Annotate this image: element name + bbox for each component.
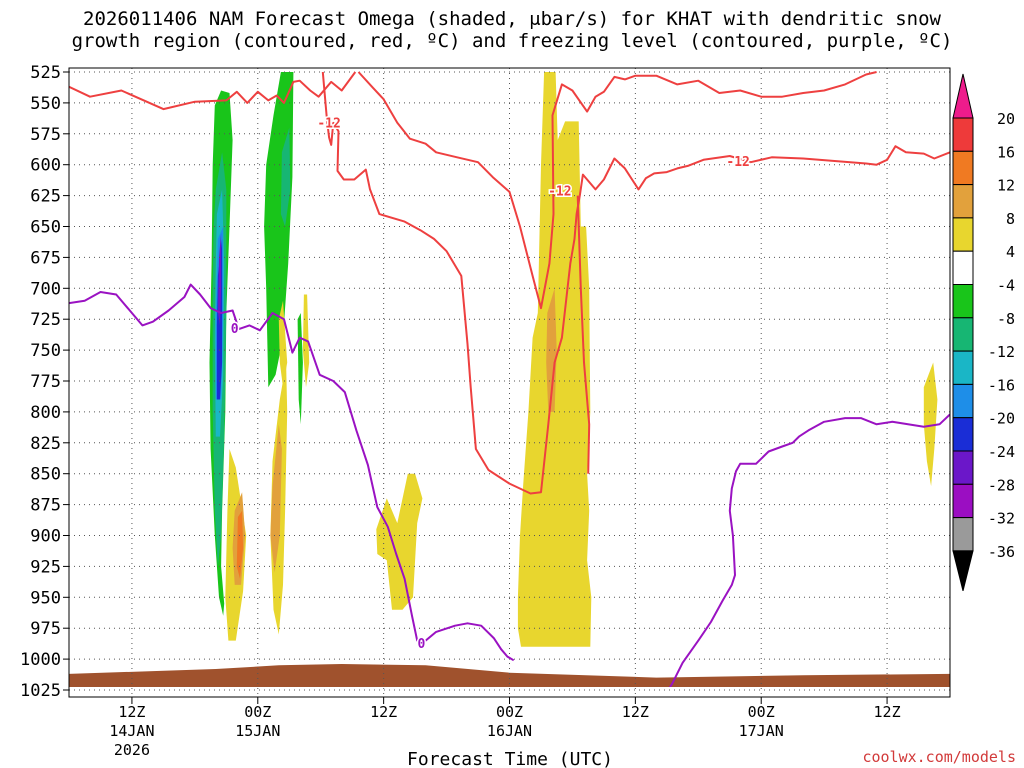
- dgz-contour-label: -12: [548, 185, 571, 200]
- y-tick-label: 900: [30, 527, 61, 547]
- y-tick-label: 850: [30, 465, 61, 485]
- colorbar: 20 16 12 8 4 -4 -8 -12 -16 -20 -24 -28 -32 -36: [952, 73, 1015, 592]
- y-tick-label: 700: [30, 279, 61, 299]
- dgz-contour-label: -12: [317, 117, 340, 132]
- x-tick-label: 00Z: [496, 703, 523, 721]
- chart-title: 2026011406 NAM Forecast Omega (shaded, μ…: [0, 8, 1024, 52]
- x-tick-year: 2026: [114, 741, 150, 759]
- y-tick-label: 600: [30, 156, 61, 176]
- omega-region: [280, 127, 291, 227]
- y-tick-label: 550: [30, 94, 61, 114]
- omega-region: [376, 473, 423, 610]
- y-tick-label: 525: [30, 63, 61, 83]
- colorbar-swatch: [952, 450, 974, 485]
- colorbar-swatch: [952, 350, 974, 385]
- colorbar-swatch: [952, 284, 974, 319]
- colorbar-label: 16: [997, 143, 1015, 161]
- colorbar-label: -8: [997, 310, 1015, 328]
- x-tick-date: 17JAN: [739, 722, 784, 740]
- colorbar-swatch: [952, 317, 974, 352]
- y-tick-label: 1000: [20, 650, 61, 670]
- colorbar-swatch: [952, 250, 974, 285]
- contour-layer: [69, 71, 950, 687]
- colorbar-label: -36: [988, 543, 1015, 561]
- axes: 525 550 575 600 625 650 675 700 725 750 775 800 825 8…: [20, 63, 901, 759]
- omega-region: [217, 232, 222, 326]
- y-tick-label: 775: [30, 372, 61, 392]
- dgz-contour-label: -12: [726, 155, 749, 170]
- y-tick-label: 925: [30, 557, 61, 577]
- y-tick-label: 975: [30, 619, 61, 639]
- colorbar-bottom-arrow: [952, 550, 974, 592]
- watermark: coolwx.com/models: [862, 748, 1016, 766]
- x-tick-label: 00Z: [748, 703, 775, 721]
- x-tick-label: 12Z: [118, 703, 145, 721]
- omega-region: [297, 313, 303, 425]
- colorbar-label: -12: [988, 343, 1015, 361]
- colorbar-label: -32: [988, 510, 1015, 528]
- colorbar-swatch: [952, 417, 974, 452]
- colorbar-label: -20: [988, 410, 1015, 428]
- dgz-contour: [321, 71, 950, 495]
- dgz-contour: [576, 195, 591, 474]
- colorbar-label: -28: [988, 476, 1015, 494]
- dgz-contour: [69, 71, 357, 111]
- plot-frame: [68, 67, 951, 698]
- y-tick-label: 650: [30, 218, 61, 238]
- y-tick-label: 675: [30, 248, 61, 268]
- colorbar-label: -4: [997, 277, 1015, 295]
- x-tick-date: 14JAN: [109, 722, 154, 740]
- colorbar-label: 4: [1006, 243, 1015, 261]
- y-tick-label: 575: [30, 125, 61, 145]
- x-tick-date: 16JAN: [487, 722, 532, 740]
- y-tick-label: 750: [30, 341, 61, 361]
- omega-region: [236, 510, 244, 579]
- chart-title-line2: growth region (contoured, red, ºC) and f…: [71, 30, 953, 52]
- freezing-level-contour: [668, 413, 950, 687]
- x-tick-label: 00Z: [244, 703, 271, 721]
- gridlines: [69, 68, 950, 697]
- colorbar-label: 8: [1006, 210, 1015, 228]
- omega-shading: [209, 72, 938, 647]
- colorbar-swatch: [952, 483, 974, 519]
- y-tick-label: 725: [30, 310, 61, 330]
- x-tick-label: 12Z: [874, 703, 901, 721]
- y-tick-label: 875: [30, 496, 61, 516]
- y-tick-label: 950: [30, 588, 61, 608]
- omega-region: [923, 362, 938, 487]
- colorbar-swatch: [952, 184, 974, 219]
- contour-labels: -12 -12 -12 0 0: [229, 115, 751, 653]
- terrain-fill: [69, 664, 950, 687]
- terrain-layer: [69, 664, 950, 687]
- y-tick-label: 1025: [20, 681, 61, 701]
- chart-title-line1: 2026011406 NAM Forecast Omega (shaded, μ…: [83, 8, 941, 30]
- colorbar-swatch: [952, 150, 974, 186]
- x-tick-label: 12Z: [622, 703, 649, 721]
- dgz-contour: [357, 71, 877, 310]
- colorbar-swatch: [952, 117, 974, 152]
- freezing-contour-label: 0: [231, 322, 239, 337]
- freezing-level-contour: [69, 283, 515, 662]
- y-tick-label: 625: [30, 187, 61, 207]
- colorbar-top-arrow: [952, 73, 974, 119]
- x-tick-date: 15JAN: [235, 722, 280, 740]
- colorbar-label: 20: [997, 110, 1015, 128]
- colorbar-label: -24: [988, 443, 1015, 461]
- colorbar-swatch: [952, 217, 974, 252]
- x-axis-label: Forecast Time (UTC): [407, 749, 613, 768]
- colorbar-swatch: [952, 383, 974, 419]
- x-tick-label: 12Z: [370, 703, 397, 721]
- omega-region: [278, 300, 288, 388]
- y-tick-label: 825: [30, 434, 61, 454]
- colorbar-label: -16: [988, 376, 1015, 394]
- colorbar-swatch: [952, 517, 974, 552]
- colorbar-label: 12: [997, 177, 1015, 195]
- freezing-contour-label: 0: [417, 637, 425, 652]
- y-tick-label: 800: [30, 403, 61, 423]
